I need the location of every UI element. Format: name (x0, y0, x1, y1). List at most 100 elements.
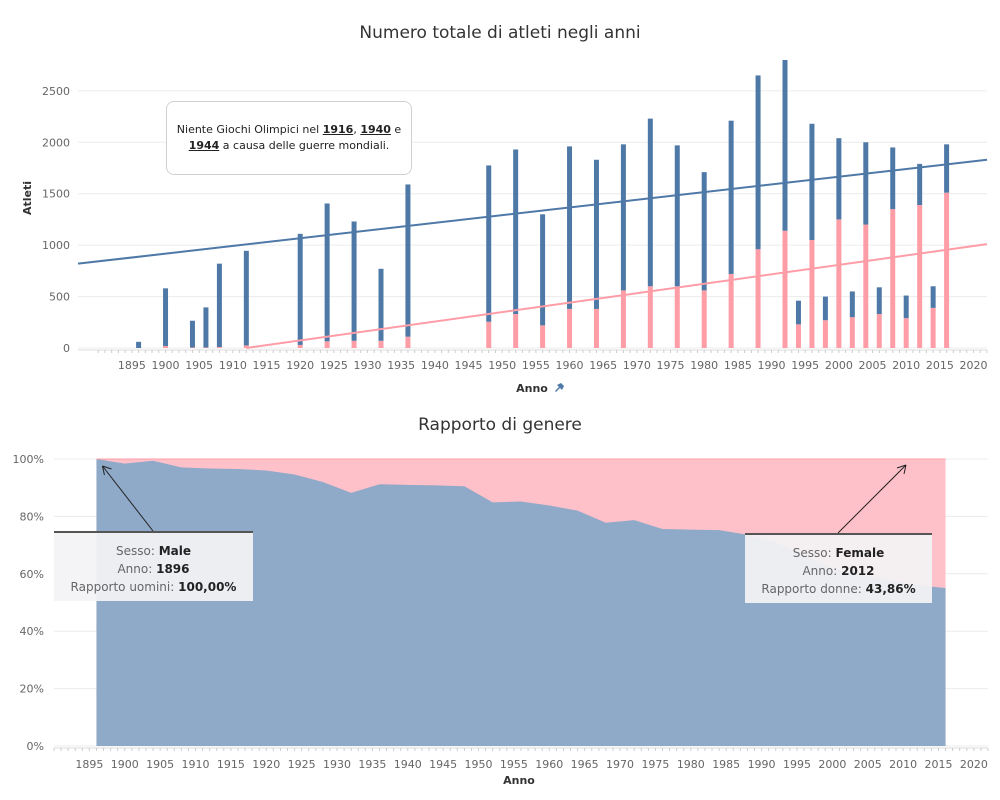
x-tick-label: 1915 (253, 359, 281, 372)
bar-male (849, 291, 855, 318)
bar-female (849, 317, 855, 348)
bar-male (917, 163, 923, 206)
bar-male (795, 300, 801, 325)
bar-female (822, 320, 828, 348)
bar-female (917, 205, 923, 348)
x-tick-label: 1905 (146, 758, 174, 771)
x-tick-label: 1985 (724, 359, 752, 372)
chart1-ylabel: Atleti (21, 181, 34, 215)
bar-female (513, 314, 519, 348)
y-tick-label: 0% (27, 740, 44, 753)
trendline-male (77, 158, 988, 265)
bar-female (903, 318, 909, 348)
tooltip-male: Sesso: Male Anno: 1896 Rapporto uomini: … (54, 531, 253, 601)
x-tick-label: 1975 (641, 758, 669, 771)
bar-male (782, 60, 788, 231)
x-tick-label: 1925 (288, 758, 316, 771)
x-tick-label: 2015 (924, 758, 952, 771)
bar-male (540, 214, 546, 326)
bar-male (903, 295, 909, 319)
bar-female (701, 290, 707, 348)
bar-female (378, 340, 384, 348)
bar-female (620, 290, 626, 348)
bar-female (674, 286, 680, 348)
bar-male (297, 233, 303, 345)
x-tick-label: 1920 (286, 359, 314, 372)
bar-male (890, 147, 896, 210)
bar-female (782, 230, 788, 348)
x-tick-label: 1960 (556, 359, 584, 372)
bar-male (136, 341, 142, 348)
bar-female (647, 286, 653, 348)
x-tick-label: 1920 (252, 758, 280, 771)
trendline-female (246, 243, 988, 349)
x-tick-label: 1950 (465, 758, 493, 771)
war-annotation: Niente Giochi Olimpici nel 1916, 1940 e … (166, 101, 412, 175)
chart1-title: Numero totale di atleti negli anni (359, 23, 640, 43)
pin-icon[interactable] (555, 383, 564, 392)
x-tick-label: 1970 (606, 758, 634, 771)
bar-male (944, 144, 950, 193)
bar-female (944, 192, 950, 348)
x-tick-label: 1980 (677, 758, 705, 771)
bar-female (203, 347, 209, 348)
bar-female (809, 240, 815, 348)
x-tick-label: 1995 (791, 359, 819, 372)
y-tick-label: 60% (20, 568, 44, 581)
bar-male (513, 149, 519, 315)
x-tick-label: 1980 (690, 359, 718, 372)
x-tick-label: 1975 (657, 359, 685, 372)
bar-male (324, 203, 330, 342)
bar-male (836, 138, 842, 220)
bar-female (351, 340, 357, 348)
bar-male (863, 142, 869, 225)
x-tick-label: 2020 (960, 359, 988, 372)
bar-female (930, 307, 936, 348)
y-tick-label: 0 (63, 342, 70, 355)
y-tick-label: 2500 (42, 85, 70, 98)
year-1916: 1916 (322, 123, 354, 136)
bar-male (351, 221, 357, 341)
y-tick-label: 2000 (42, 136, 70, 149)
x-tick-label: 1935 (358, 758, 386, 771)
bar-female (405, 336, 411, 348)
bar-male (216, 263, 222, 347)
bar-female (540, 325, 546, 348)
arrow-female-head (896, 464, 907, 475)
bar-male (822, 296, 828, 321)
bar-male (674, 145, 680, 287)
x-tick-label: 1985 (712, 758, 740, 771)
bar-female (163, 345, 169, 348)
area-male (96, 459, 946, 746)
bar-male (647, 118, 653, 287)
x-tick-label: 2020 (960, 758, 988, 771)
x-tick-label: 2010 (889, 758, 917, 771)
bar-male (163, 288, 169, 346)
x-tick-label: 1895 (75, 758, 103, 771)
bar-male (189, 320, 195, 348)
x-tick-label: 2010 (892, 359, 920, 372)
x-tick-label: 2000 (825, 359, 853, 372)
y-tick-label: 40% (20, 625, 44, 638)
x-tick-label: 1930 (354, 359, 382, 372)
x-tick-label: 1910 (219, 359, 247, 372)
bar-female (297, 344, 303, 348)
bar-male (701, 172, 707, 291)
y-tick-label: 100% (13, 453, 44, 466)
x-tick-label: 1910 (182, 758, 210, 771)
x-tick-label: 1935 (387, 359, 415, 372)
athletes-bar-chart: Numero totale di atleti negli anni 0 500 1… (21, 23, 988, 395)
x-tick-label: 1990 (748, 758, 776, 771)
arrow-male (102, 465, 154, 532)
x-tick-label: 1915 (217, 758, 245, 771)
bar-female (876, 314, 882, 348)
y-tick-label: 1500 (42, 188, 70, 201)
x-tick-label: 1940 (394, 758, 422, 771)
y-tick-label: 80% (20, 510, 44, 523)
bar-female (486, 321, 492, 348)
x-tick-label: 1945 (455, 359, 483, 372)
bar-male (876, 287, 882, 315)
bar-male (203, 307, 209, 348)
x-tick-label: 2000 (818, 758, 846, 771)
x-tick-label: 1945 (429, 758, 457, 771)
